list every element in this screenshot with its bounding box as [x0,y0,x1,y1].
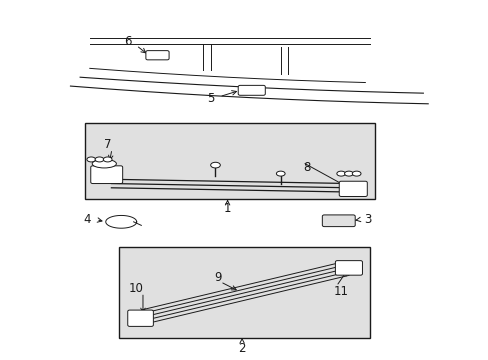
Text: 7: 7 [104,138,112,151]
FancyBboxPatch shape [238,85,265,95]
Bar [85,123,374,199]
Text: 2: 2 [238,342,245,355]
Ellipse shape [336,171,345,176]
Text: 6: 6 [123,35,131,48]
FancyBboxPatch shape [145,51,169,60]
Text: 4: 4 [83,213,91,226]
Bar [119,247,369,338]
Ellipse shape [351,171,360,176]
Ellipse shape [210,162,220,168]
FancyBboxPatch shape [339,181,366,197]
Text: 11: 11 [333,285,348,298]
Ellipse shape [92,159,116,168]
Ellipse shape [103,157,112,162]
Ellipse shape [87,157,95,162]
Text: 1: 1 [224,202,231,215]
Text: 5: 5 [206,92,214,105]
FancyBboxPatch shape [335,261,362,275]
Text: 8: 8 [303,161,310,174]
Text: 3: 3 [364,213,371,226]
Ellipse shape [344,171,352,176]
Text: 10: 10 [128,282,143,294]
Ellipse shape [95,157,103,162]
FancyBboxPatch shape [322,215,354,226]
FancyBboxPatch shape [127,310,153,327]
Text: 9: 9 [214,271,221,284]
FancyBboxPatch shape [91,166,122,184]
Ellipse shape [276,171,285,176]
